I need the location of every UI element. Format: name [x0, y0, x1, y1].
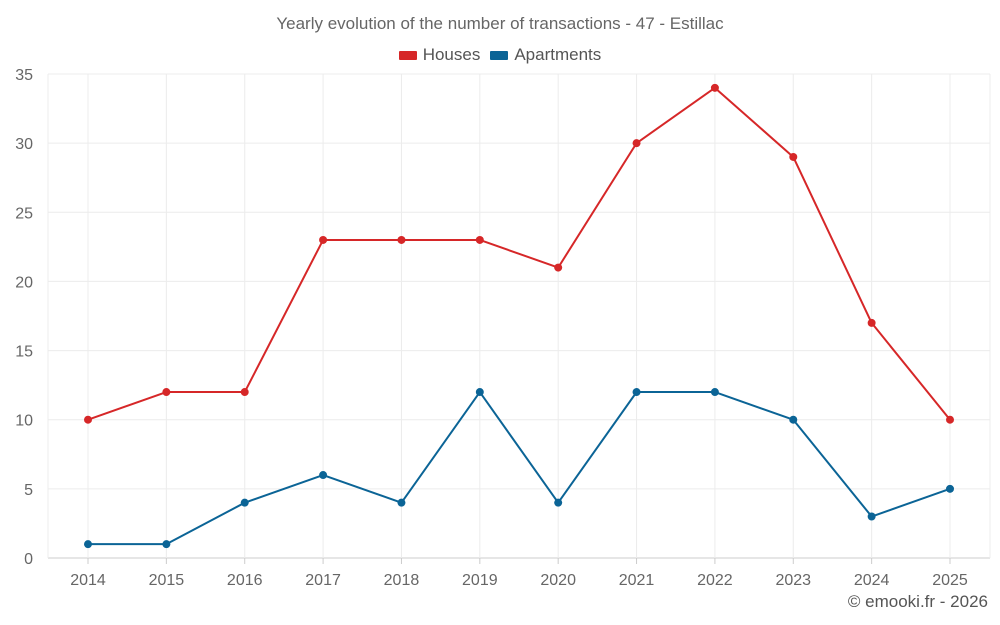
data-point-apartments-2018	[397, 498, 406, 507]
x-tick-label: 2014	[70, 572, 106, 589]
legend: Houses Apartments	[0, 45, 1000, 65]
data-point-apartments-2023	[789, 415, 798, 424]
credit-text: © emooki.fr - 2026	[847, 592, 988, 611]
data-point-houses-2019	[475, 235, 484, 244]
y-tick-label: 30	[15, 136, 33, 153]
legend-swatch-houses	[398, 50, 417, 60]
grid	[47, 73, 991, 559]
x-tick-label: 2022	[697, 572, 733, 589]
data-point-apartments-2019	[475, 388, 484, 397]
y-tick-label: 5	[24, 482, 33, 499]
x-tick-label: 2020	[540, 572, 576, 589]
legend-item-houses[interactable]: Houses	[398, 45, 481, 65]
y-tick-label: 10	[15, 413, 33, 430]
data-point-houses-2018	[397, 235, 406, 244]
legend-swatch-apartments	[490, 50, 509, 60]
y-tick-label: 35	[15, 67, 33, 84]
y-axis: 0 5 10 15 20 25 30 35	[15, 67, 33, 568]
data-point-apartments-2021	[632, 388, 641, 397]
data-point-houses-2023	[789, 152, 798, 161]
y-tick-label: 15	[15, 344, 33, 361]
x-tick-label: 2018	[384, 572, 420, 589]
x-axis: 2014 2015 2016 2017 2018 2019 2020 2021 2022 2023…	[70, 558, 968, 589]
data-point-houses-2021	[632, 139, 641, 148]
data-point-apartments-2024	[867, 512, 876, 521]
data-point-houses-2014	[84, 415, 92, 424]
x-tick-label: 2015	[149, 572, 185, 589]
x-tick-label: 2021	[619, 572, 655, 589]
data-point-houses-2020	[554, 263, 563, 272]
data-point-houses-2017	[319, 235, 328, 244]
legend-label-apartments: Apartments	[514, 45, 602, 64]
data-point-houses-2015	[162, 388, 171, 397]
data-point-houses-2022	[710, 83, 719, 92]
series-line-apartments	[88, 391, 951, 546]
x-tick-label: 2024	[854, 572, 890, 589]
chart-title: Yearly evolution of the number of transa…	[276, 14, 724, 33]
legend-item-apartments[interactable]: Apartments	[490, 45, 601, 65]
x-tick-label: 2017	[305, 572, 341, 589]
series-lines	[87, 86, 951, 546]
y-tick-label: 0	[24, 551, 33, 568]
x-tick-label: 2025	[932, 572, 968, 589]
series-points	[84, 83, 954, 549]
data-point-apartments-2025	[946, 484, 954, 493]
x-tick-label: 2023	[775, 572, 811, 589]
legend-label-houses: Houses	[422, 45, 481, 64]
data-point-apartments-2015	[162, 540, 171, 549]
x-tick-label: 2019	[462, 572, 498, 589]
series-line-houses	[87, 86, 951, 421]
data-point-apartments-2014	[84, 540, 92, 549]
data-point-houses-2025	[946, 415, 954, 424]
data-point-apartments-2016	[240, 498, 249, 507]
data-point-apartments-2020	[554, 498, 563, 507]
y-tick-label: 25	[15, 205, 33, 222]
data-point-apartments-2022	[710, 388, 719, 397]
data-point-apartments-2017	[319, 471, 328, 480]
x-tick-label: 2016	[227, 572, 263, 589]
data-point-houses-2024	[867, 318, 876, 327]
data-point-houses-2016	[240, 388, 249, 397]
y-tick-label: 20	[15, 274, 33, 291]
